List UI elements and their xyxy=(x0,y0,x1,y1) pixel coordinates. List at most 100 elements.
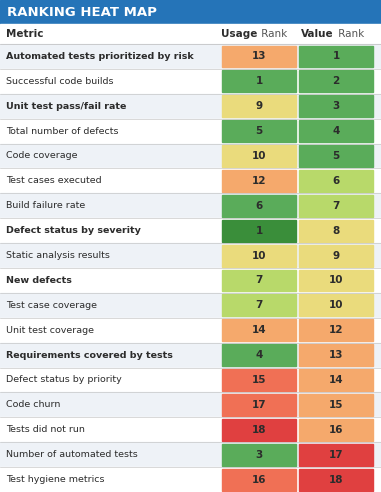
Text: Value: Value xyxy=(301,29,334,39)
Bar xyxy=(0,119,381,144)
Bar xyxy=(0,218,381,243)
Text: 15: 15 xyxy=(329,400,343,410)
Text: Successful code builds: Successful code builds xyxy=(6,77,114,86)
Text: 1: 1 xyxy=(255,76,263,86)
Bar xyxy=(299,369,373,391)
Text: Defect status by severity: Defect status by severity xyxy=(6,226,141,235)
Text: 9: 9 xyxy=(333,250,339,261)
Text: 7: 7 xyxy=(255,276,263,285)
Bar xyxy=(0,69,381,94)
Bar xyxy=(0,24,381,44)
Bar xyxy=(299,344,373,366)
Text: 10: 10 xyxy=(329,300,343,310)
Text: 10: 10 xyxy=(252,250,266,261)
Text: 4: 4 xyxy=(332,126,340,136)
Bar xyxy=(0,193,381,218)
Text: 2: 2 xyxy=(332,76,339,86)
Text: New defects: New defects xyxy=(6,276,72,285)
Text: Number of automated tests: Number of automated tests xyxy=(6,450,138,459)
Text: 18: 18 xyxy=(252,425,266,435)
Text: 3: 3 xyxy=(332,101,339,111)
Bar xyxy=(222,419,296,441)
Bar xyxy=(222,344,296,366)
Bar xyxy=(299,170,373,192)
Bar xyxy=(222,170,296,192)
Text: Rank: Rank xyxy=(335,29,364,39)
Bar xyxy=(0,393,381,417)
Bar xyxy=(299,394,373,416)
Text: Metric: Metric xyxy=(6,29,43,39)
Text: 13: 13 xyxy=(252,52,266,62)
Bar xyxy=(222,394,296,416)
Bar xyxy=(222,294,296,316)
Bar xyxy=(299,270,373,291)
Bar xyxy=(299,468,373,491)
Bar xyxy=(222,70,296,92)
Text: 12: 12 xyxy=(252,176,266,186)
Text: 7: 7 xyxy=(332,201,340,211)
Bar xyxy=(299,70,373,92)
Text: Code churn: Code churn xyxy=(6,400,60,409)
Text: 12: 12 xyxy=(329,325,343,335)
Bar xyxy=(299,145,373,167)
Bar xyxy=(0,293,381,318)
Text: Defect status by priority: Defect status by priority xyxy=(6,375,122,385)
Bar xyxy=(299,195,373,216)
Text: 16: 16 xyxy=(329,425,343,435)
Bar xyxy=(299,245,373,267)
Bar xyxy=(222,468,296,491)
Text: 18: 18 xyxy=(329,475,343,485)
Text: Rank: Rank xyxy=(258,29,287,39)
Bar xyxy=(0,442,381,467)
Text: 9: 9 xyxy=(255,101,263,111)
Text: Tests did not run: Tests did not run xyxy=(6,425,85,434)
Bar xyxy=(299,444,373,465)
Bar xyxy=(0,168,381,193)
Bar xyxy=(222,270,296,291)
Text: Total number of defects: Total number of defects xyxy=(6,126,118,136)
Bar xyxy=(299,220,373,242)
Text: 5: 5 xyxy=(332,151,339,161)
Text: 14: 14 xyxy=(252,325,266,335)
Text: Requirements covered by tests: Requirements covered by tests xyxy=(6,351,173,360)
Text: 1: 1 xyxy=(332,52,339,62)
Text: 16: 16 xyxy=(252,475,266,485)
Text: 6: 6 xyxy=(332,176,339,186)
Bar xyxy=(0,417,381,442)
Text: Build failure rate: Build failure rate xyxy=(6,201,85,210)
Bar xyxy=(299,45,373,67)
Text: 1: 1 xyxy=(255,226,263,236)
Bar xyxy=(0,44,381,69)
Bar xyxy=(0,0,381,24)
Bar xyxy=(222,95,296,117)
Text: 10: 10 xyxy=(252,151,266,161)
Text: 4: 4 xyxy=(255,350,263,360)
Bar xyxy=(222,245,296,267)
Text: 3: 3 xyxy=(255,450,263,460)
Bar xyxy=(299,95,373,117)
Text: 7: 7 xyxy=(255,300,263,310)
Text: Static analysis results: Static analysis results xyxy=(6,251,110,260)
Bar xyxy=(0,368,381,393)
Text: 8: 8 xyxy=(332,226,339,236)
Text: Unit test coverage: Unit test coverage xyxy=(6,326,94,335)
Bar xyxy=(0,94,381,119)
Bar xyxy=(222,45,296,67)
Text: Code coverage: Code coverage xyxy=(6,152,77,160)
Bar xyxy=(0,243,381,268)
Bar xyxy=(0,144,381,168)
Bar xyxy=(299,419,373,441)
Text: 13: 13 xyxy=(329,350,343,360)
Bar xyxy=(222,120,296,142)
Text: 10: 10 xyxy=(329,276,343,285)
Text: 17: 17 xyxy=(329,450,343,460)
Text: 6: 6 xyxy=(255,201,263,211)
Text: RANKING HEAT MAP: RANKING HEAT MAP xyxy=(7,5,157,19)
Bar xyxy=(299,319,373,341)
Bar xyxy=(222,195,296,216)
Bar xyxy=(222,369,296,391)
Text: Usage: Usage xyxy=(221,29,257,39)
Text: 15: 15 xyxy=(252,375,266,385)
Bar xyxy=(222,319,296,341)
Bar xyxy=(0,342,381,368)
